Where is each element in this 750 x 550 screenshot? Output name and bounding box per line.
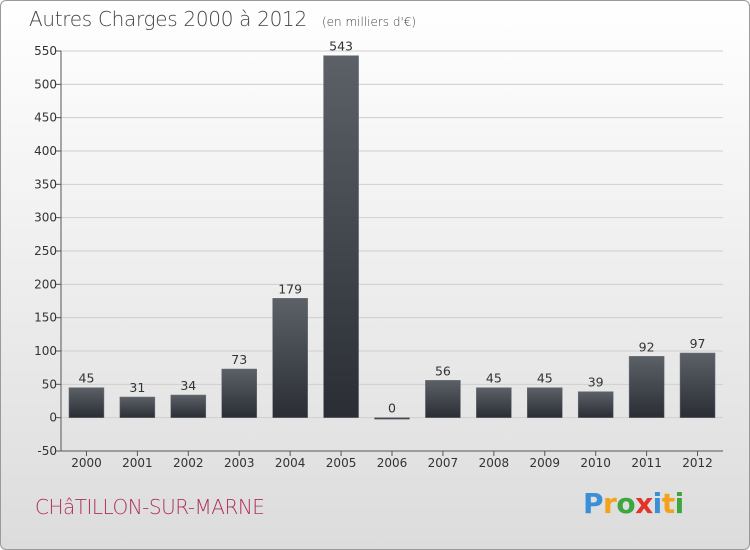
bar-2004: [272, 298, 308, 418]
x-tick-label: 2007: [428, 456, 459, 470]
y-tick-label: -50: [37, 444, 57, 458]
logo-letter: i: [674, 487, 685, 520]
x-tick-label: 2000: [71, 456, 102, 470]
y-tick-labels: -50 0 50 100 150 200 250 300 350 400 450 500 550: [34, 44, 57, 458]
bar-2009: [527, 387, 563, 418]
x-tick-labels: 2000 2001 2002 2003 2004 2005 2006 2007 2008 2009…: [71, 456, 713, 470]
y-tick-label: 100: [34, 344, 57, 358]
y-tick-label: 200: [34, 277, 57, 291]
logo-letter: x: [635, 487, 653, 520]
bar-2000: [68, 387, 105, 418]
x-tick-label: 2002: [173, 456, 204, 470]
y-tick-label: 150: [34, 311, 57, 325]
bar-2005: [323, 55, 359, 418]
data-label-2005: 543: [329, 39, 353, 54]
y-tick-label: 550: [34, 44, 57, 58]
proxiti-logo: Proxiti: [583, 487, 684, 520]
bar-2010: [577, 391, 614, 418]
logo-letter: o: [616, 487, 636, 520]
x-tick-label: 2005: [326, 456, 357, 470]
bar-2007: [425, 380, 461, 418]
x-tick-label: 2004: [275, 456, 306, 470]
data-label-2001: 31: [129, 380, 145, 395]
data-label-2000: 45: [79, 371, 95, 386]
y-tick-label: 450: [34, 111, 57, 125]
x-tick-label: 2009: [529, 456, 560, 470]
x-tick-label: 2008: [479, 456, 510, 470]
chart-unit: (en milliers d'€): [321, 15, 417, 29]
bar-2002: [170, 394, 207, 418]
axes: [56, 50, 723, 456]
y-tick-label: 300: [34, 211, 57, 225]
logo-letter: P: [583, 487, 604, 520]
data-label-2009: 45: [537, 371, 553, 386]
data-label-2010: 39: [588, 375, 604, 390]
logo-letter: t: [661, 487, 675, 520]
x-tick-label: 2003: [224, 456, 255, 470]
bar-2011: [628, 356, 665, 418]
data-labels: 45 31 34 73 179 543 0 56 45 45 39 92 97: [79, 39, 706, 416]
chart-title-block: Autres Charges 2000 à 2012 (en milliers …: [29, 7, 416, 31]
y-tick-label: 350: [34, 177, 57, 191]
grid-lines: [61, 50, 723, 452]
y-tick-label: 0: [49, 411, 57, 425]
logo-letter: r: [603, 487, 617, 520]
y-tick-label: 50: [42, 377, 57, 391]
data-label-2012: 97: [690, 336, 706, 351]
x-tick-label: 2012: [682, 456, 713, 470]
data-label-2006: 0: [388, 401, 396, 416]
bar-2012: [679, 352, 716, 418]
data-label-2004: 179: [278, 281, 302, 296]
x-tick-label: 2006: [377, 456, 408, 470]
x-tick-label: 2011: [631, 456, 662, 470]
bar-2008: [476, 387, 512, 418]
data-label-2003: 73: [231, 352, 247, 367]
data-label-2007: 56: [435, 363, 451, 378]
bar-2003: [221, 368, 257, 418]
town-name: CHâTILLON-SUR-MARNE: [35, 495, 265, 519]
data-label-2002: 34: [180, 378, 196, 393]
bars: [68, 55, 716, 420]
logo-letter: i: [652, 487, 663, 520]
data-label-2008: 45: [486, 371, 502, 386]
y-tick-label: 400: [34, 144, 57, 158]
y-tick-label: 500: [34, 77, 57, 91]
x-tick-label: 2001: [122, 456, 153, 470]
chart-title: Autres Charges 2000 à 2012: [29, 7, 307, 31]
bar-2006: [374, 417, 410, 420]
x-tick-label: 2010: [580, 456, 611, 470]
bar-2001: [119, 396, 156, 418]
data-label-2011: 92: [639, 339, 655, 354]
y-tick-label: 250: [34, 244, 57, 258]
